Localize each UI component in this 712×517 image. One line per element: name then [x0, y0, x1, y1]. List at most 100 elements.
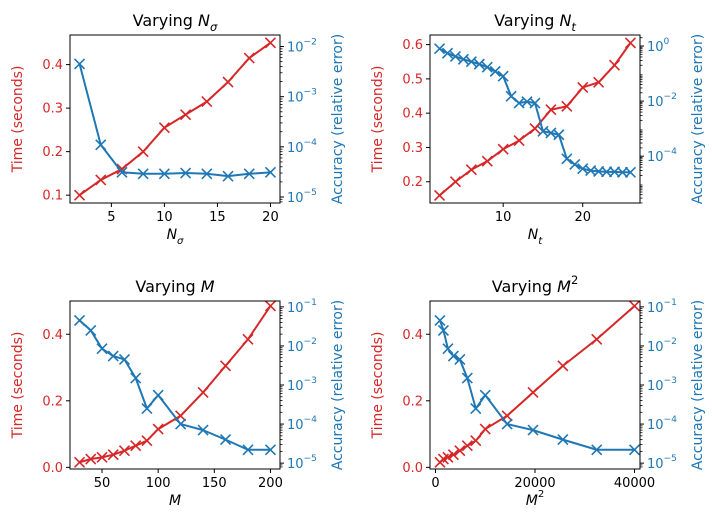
y-left-tick-label: 0.1 [42, 189, 63, 204]
x-tick-label: 150 [202, 476, 227, 491]
y-left-tick-label: 0.4 [402, 328, 423, 343]
accuracy-series-point [616, 166, 629, 178]
title-symbol: M [201, 277, 215, 296]
y-right-tick-label: 10−3 [287, 88, 317, 106]
time-series-point [608, 59, 621, 71]
accuracy-series-point [152, 389, 164, 401]
time-series-point [449, 176, 462, 188]
time-series-point [118, 445, 131, 457]
time-series-point [433, 189, 446, 202]
x-tick-label: 40000 [614, 476, 655, 491]
time-series-point [628, 300, 641, 312]
axes-frame [429, 34, 641, 204]
accuracy-series-point [116, 166, 128, 178]
tick-exponent: −5 [304, 188, 317, 198]
y-left-tick-label: 0.4 [42, 328, 63, 343]
accuracy-series-point [624, 166, 637, 178]
xlabel-symbol: M [526, 493, 538, 509]
accuracy-series-point [96, 343, 108, 355]
y-left-tick-label: 0.2 [402, 394, 423, 409]
accuracy-series-point [442, 343, 454, 355]
accuracy-series-point [95, 139, 107, 151]
time-series-point [447, 449, 459, 461]
accuracy-series-point [222, 170, 234, 182]
x-tick-label: 200 [258, 476, 283, 491]
y-right-tick-label: 10−4 [287, 415, 317, 433]
time-series-point [107, 449, 119, 461]
time-series-point [513, 135, 525, 147]
title-symbol: N [198, 11, 210, 30]
accuracy-series-point [501, 418, 513, 430]
time-series-point [545, 104, 557, 116]
x-tick-label: 5 [107, 210, 115, 225]
y-left-tick-label: 0.3 [402, 141, 423, 156]
x-tick-label: 20 [574, 210, 591, 225]
accuracy-series-point [465, 56, 477, 68]
xlabel-symbol: M [169, 493, 181, 509]
accuracy-series-point [489, 65, 501, 77]
time-series-point [529, 123, 541, 135]
subplot-3: 50 100 150 2000.00.20.410−510−410−310−210−1… [10, 277, 346, 509]
y-right-tick-label: 10−5 [647, 454, 677, 472]
y-right-tick-label: 10−2 [647, 92, 677, 110]
y-left-tick-label: 0.0 [402, 461, 423, 476]
accuracy-series-point [529, 97, 541, 109]
time-series-point [461, 440, 473, 452]
tick-base: 10 [287, 91, 304, 106]
xlabel-symbol: N [167, 227, 178, 243]
accuracy-series-point [557, 434, 569, 446]
time-series-point [180, 109, 192, 121]
accuracy-series-point [461, 372, 473, 384]
y-right-tick-label: 10−1 [647, 298, 677, 316]
tick-base: 10 [287, 457, 304, 472]
y-right-axis-label: Accuracy (relative error) [330, 300, 346, 470]
accuracy-series-point [243, 168, 255, 180]
accuracy-series-point [118, 353, 131, 366]
accuracy-series-point [175, 418, 187, 430]
tick-exponent: −5 [664, 454, 677, 464]
time-series-point [577, 81, 589, 94]
title-symbol: N [559, 11, 571, 30]
time-series-point [73, 456, 86, 468]
time-series-point [152, 423, 164, 435]
x-tick-label: 10 [495, 210, 512, 225]
time-series-point [264, 300, 277, 312]
accuracy-series-point [441, 47, 454, 59]
y-right-tick-label: 10−3 [287, 376, 317, 394]
accuracy-series-point [473, 58, 485, 70]
time-series-point [219, 360, 232, 372]
y-left-tick-label: 0.2 [42, 145, 63, 160]
accuracy-series-point [158, 168, 170, 180]
y-right-tick-label: 10−2 [287, 337, 317, 355]
accuracy-series-point [201, 168, 213, 180]
accuracy-series-point [433, 43, 446, 55]
accuracy-series-point [197, 424, 209, 436]
title-subscript: t [571, 20, 576, 34]
time-series-point [593, 76, 605, 88]
tick-exponent: 0 [664, 37, 670, 47]
y-left-tick-label: 0.2 [42, 394, 63, 409]
xlabel-subscript: σ [177, 236, 184, 247]
title-prefix: Varying [133, 11, 198, 30]
tick-exponent: −3 [664, 376, 678, 386]
time-series-point [624, 37, 637, 49]
tick-exponent: −4 [664, 415, 678, 425]
accuracy-series-point [141, 402, 153, 415]
axes-frame [69, 34, 281, 204]
time-series-point [557, 360, 569, 372]
x-axis-label: Nt [528, 227, 543, 247]
y-left-axis-label: Time (seconds) [10, 66, 26, 174]
y-right-tick-label: 10−5 [287, 454, 317, 472]
axes-frame [69, 300, 281, 470]
y-right-axis-label: Accuracy (relative error) [690, 300, 706, 470]
xlabel-subscript: t [538, 236, 543, 247]
time-series-point [497, 143, 509, 155]
x-tick-label: 100 [146, 476, 171, 491]
title-prefix: Varying [492, 277, 557, 296]
tick-exponent: −2 [304, 38, 317, 48]
tick-exponent: −4 [304, 138, 318, 148]
tick-base: 10 [647, 418, 664, 433]
y-right-tick-label: 10−4 [647, 415, 677, 433]
